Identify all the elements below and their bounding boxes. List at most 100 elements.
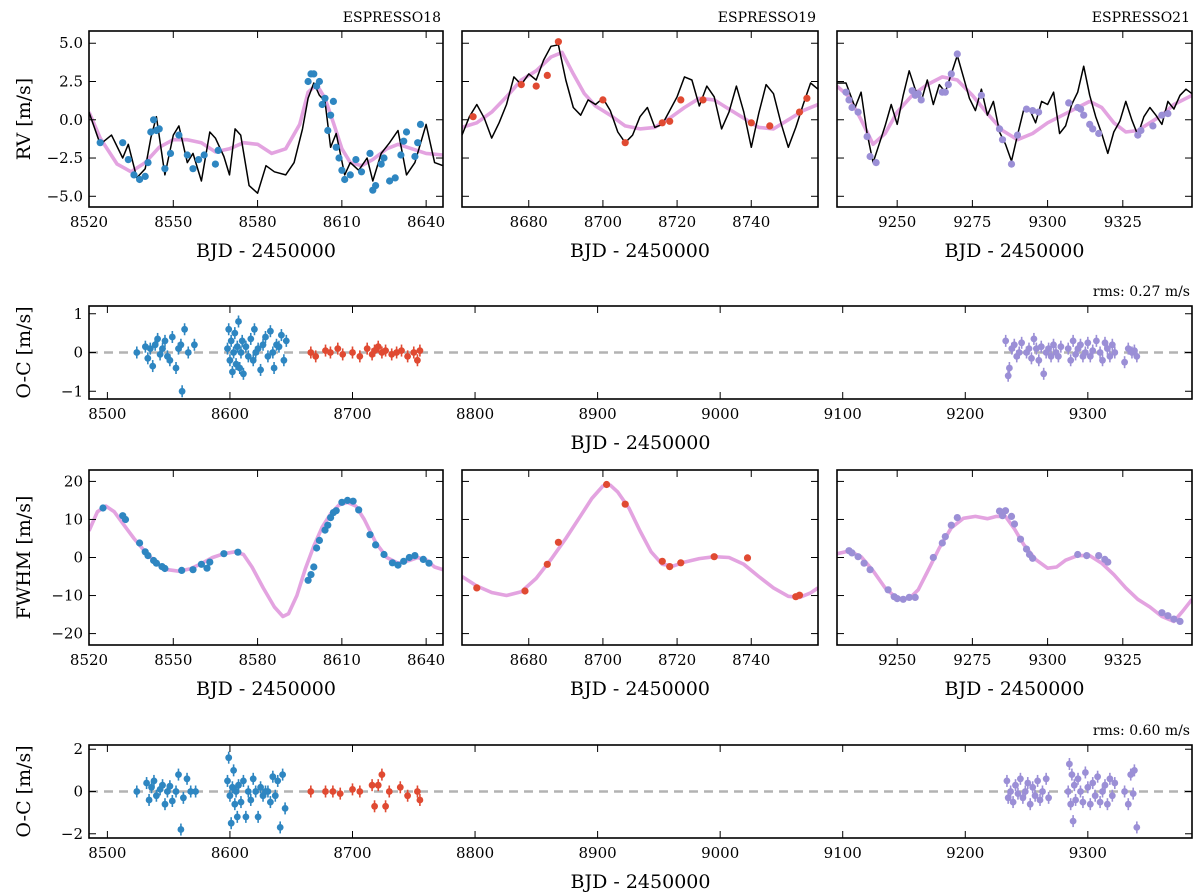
oc-2-point (385, 788, 393, 795)
fwhm-2-point (658, 557, 666, 565)
fwhm-3-point (1170, 615, 1178, 623)
oc-2-point (322, 788, 329, 795)
oc-1-point (191, 341, 198, 349)
oc-1-point (1096, 349, 1104, 356)
rv-3-point (1013, 131, 1022, 139)
fwhm-3-point (953, 514, 961, 522)
oc-1-plot-area (89, 315, 1192, 398)
rv-1-point (200, 151, 208, 159)
rv-2-point (699, 96, 707, 104)
fwhm-2-point (795, 591, 804, 599)
oc-2-rms-annotation: rms: 0.60 m/s (1093, 723, 1190, 739)
fwhm-3-point (893, 595, 901, 603)
oc-1-point (231, 329, 239, 337)
fwhm-3-point (854, 553, 862, 561)
oc-2-point (150, 777, 158, 785)
rv-2-point (795, 108, 804, 116)
rv-1-title: ESPRESSO18 (343, 10, 441, 26)
rv-3-point (1158, 111, 1166, 119)
oc-2-xtick-label: 8800 (456, 844, 494, 862)
fwhm-2-smooth-model-line (462, 483, 818, 600)
oc-2-point (396, 783, 404, 791)
oc-2-point (145, 796, 153, 804)
fwhm-3-point (1010, 520, 1019, 528)
oc-2-point (224, 777, 231, 785)
fwhm-1-point (338, 498, 346, 506)
oc-1-point (1004, 372, 1012, 380)
rv-2-point (747, 119, 755, 127)
rv-3-title: ESPRESSO21 (1092, 10, 1190, 26)
fwhm-1-xtick-label: 8610 (323, 651, 361, 669)
fwhm-1-xtick-label: 8520 (70, 651, 108, 669)
oc-1-point (166, 356, 174, 364)
oc-1-xtick-label: 8600 (211, 405, 249, 423)
oc-1-point (177, 341, 185, 349)
fwhm-2-xtick-label: 8680 (510, 651, 548, 669)
rv-1-point (214, 146, 222, 154)
oc-1-point (1010, 341, 1018, 349)
oc-2-point (274, 777, 282, 785)
rv-1-xtick-label: 8580 (238, 213, 276, 231)
oc-2-point (177, 826, 185, 833)
fwhm-3-point (860, 559, 868, 567)
rv-2-axes-frame (461, 30, 819, 208)
oc-1-point (1069, 337, 1077, 345)
oc-2-point (230, 767, 238, 774)
oc-2-point (1009, 798, 1017, 806)
rv-3-point (953, 50, 961, 58)
oc-1-point (159, 345, 166, 352)
rv-1-gp-model-line (89, 82, 443, 194)
rv-3-point (977, 91, 986, 99)
rv-2-point (599, 96, 607, 104)
fwhm-3-point (1158, 609, 1166, 617)
oc-2-point (240, 777, 247, 785)
rv-3-xtick-label: 9275 (953, 213, 991, 231)
rv-1-point (380, 154, 388, 162)
rv-1-point (130, 171, 138, 179)
oc-1-point (225, 325, 233, 333)
rv-1-point (183, 151, 191, 159)
rv-1-point (391, 174, 399, 182)
oc-1-point (1111, 349, 1119, 356)
oc-1-point (382, 347, 389, 354)
rv-2-point (766, 122, 774, 130)
fwhm-2-xtick-label: 8720 (658, 651, 696, 669)
fwhm-3-plot-area (837, 507, 1192, 626)
oc-1-point (144, 354, 152, 362)
oc-2-point (1133, 824, 1141, 831)
oc-1-point (1030, 335, 1038, 343)
rv-1-panel: 8520 8550 8580 8610 8640 −5.0 −2.5 0.0 2.5 5.0 BJD… (13, 10, 445, 262)
oc-2-point (382, 802, 389, 810)
fwhm-2-point (521, 587, 529, 595)
oc-2-point (1036, 796, 1044, 804)
rv-1-point (346, 171, 354, 179)
fwhm-1-point (405, 553, 413, 562)
oc-2-point (1131, 767, 1138, 774)
rv-1-point (352, 156, 360, 164)
rv-1-point (195, 156, 203, 164)
rv-1-point (366, 149, 374, 157)
oc-1-point (1133, 353, 1141, 360)
fwhm-3-point (941, 533, 949, 541)
oc-1-point (249, 356, 257, 364)
oc-2-point (414, 788, 421, 795)
fwhm-3-point (884, 586, 892, 594)
oc-2-point (227, 819, 235, 827)
oc-2-plot-area (89, 751, 1192, 836)
rv-1-point (304, 77, 312, 86)
fwhm-1-xtick-label: 8580 (238, 651, 276, 669)
oc-2-point (1068, 771, 1076, 778)
oc-1-point (327, 349, 334, 356)
oc-1-point (1099, 356, 1106, 364)
oc-2-point (1066, 760, 1073, 768)
oc-1-ytick-label: −1 (61, 382, 83, 400)
rv-1-point (338, 166, 346, 174)
fwhm-1-xtick-label: 8550 (154, 651, 192, 669)
oc-2-point (242, 813, 250, 821)
oc-2-point (1094, 773, 1101, 781)
oc-1-xlabel: BJD - 2450000 (571, 432, 711, 454)
oc-2-point (1091, 792, 1099, 800)
fwhm-1-point (380, 550, 388, 559)
oc-2-point (1045, 794, 1052, 802)
